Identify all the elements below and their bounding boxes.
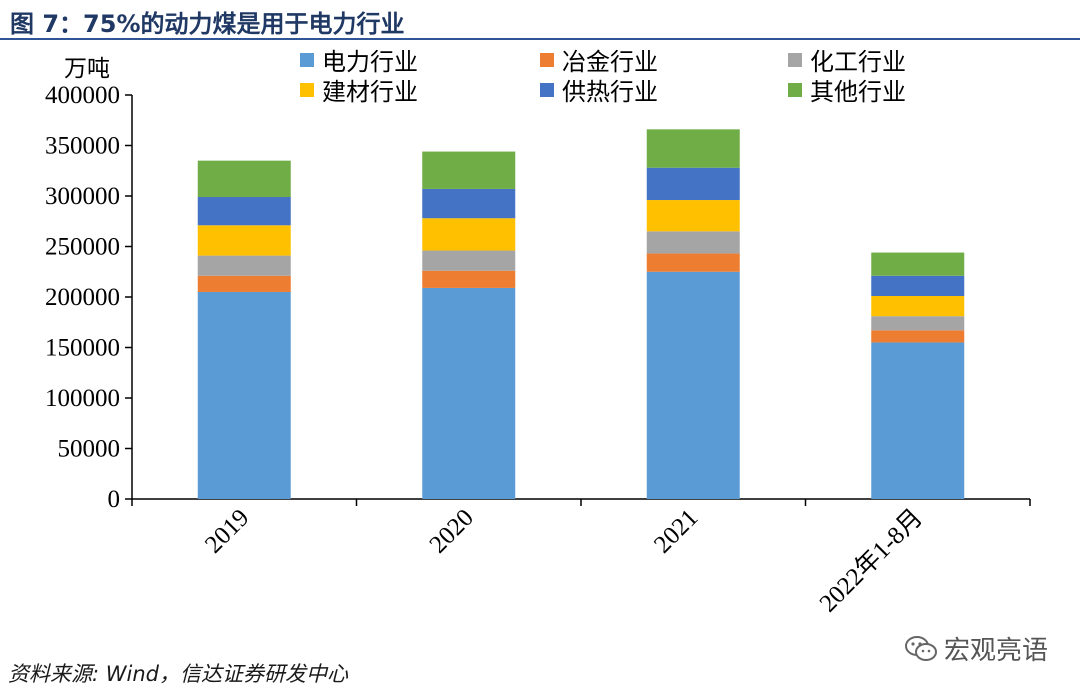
bar-segment bbox=[871, 295, 965, 317]
bar-segment bbox=[871, 330, 965, 343]
bars-layer bbox=[197, 129, 965, 499]
bar-segment bbox=[646, 231, 740, 254]
x-tick-label: 2021 bbox=[649, 504, 703, 558]
bar-segment bbox=[871, 316, 965, 331]
legend-label: 建材行业 bbox=[322, 78, 418, 106]
y-tick-label: 400000 bbox=[45, 82, 120, 109]
watermark: 宏观亮语 bbox=[904, 630, 1048, 667]
x-tick-label: 2020 bbox=[425, 504, 479, 558]
bar-segment bbox=[646, 129, 740, 168]
y-tick-label: 200000 bbox=[45, 284, 120, 311]
bar-segment bbox=[646, 167, 740, 201]
y-tick-label: 150000 bbox=[45, 335, 120, 362]
legend-swatch bbox=[540, 83, 554, 97]
bar-segment bbox=[197, 255, 291, 276]
bar-segment bbox=[871, 252, 965, 276]
legend-label: 化工行业 bbox=[810, 48, 906, 76]
bar-segment bbox=[197, 225, 291, 256]
bar-segment bbox=[197, 160, 291, 198]
bar-segment bbox=[422, 287, 516, 499]
watermark-text: 宏观亮语 bbox=[944, 636, 1049, 666]
bar-segment bbox=[646, 271, 740, 499]
wechat-icon bbox=[905, 635, 937, 661]
bar-segment bbox=[646, 253, 740, 272]
bar-segment bbox=[422, 218, 516, 251]
bar-segment bbox=[646, 200, 740, 232]
bar-segment bbox=[422, 188, 516, 219]
y-tick-label: 350000 bbox=[45, 133, 120, 160]
y-unit-label: 万吨 bbox=[64, 56, 110, 82]
y-tick-label: 300000 bbox=[45, 183, 120, 210]
legend-label: 供热行业 bbox=[562, 78, 658, 106]
legend-label: 电力行业 bbox=[322, 48, 418, 76]
legend-swatch bbox=[300, 53, 314, 67]
y-tick-label: 50000 bbox=[58, 436, 121, 463]
y-tick-label: 100000 bbox=[45, 385, 120, 412]
bar-segment bbox=[422, 151, 516, 189]
source-note: 资料来源: Wind，信达证券研发中心 bbox=[8, 662, 348, 686]
legend-swatch bbox=[540, 53, 554, 67]
bar-segment bbox=[422, 270, 516, 288]
bar-segment bbox=[871, 342, 965, 499]
figure-title: 图 7：75%的动力煤是用于电力行业 bbox=[10, 10, 405, 38]
legend-swatch bbox=[788, 83, 802, 97]
bar-segment bbox=[871, 275, 965, 296]
x-tick-label: 2022年1-8月 bbox=[814, 503, 928, 617]
legend-swatch bbox=[788, 53, 802, 67]
bar-segment bbox=[197, 275, 291, 292]
legend-label: 其他行业 bbox=[810, 78, 906, 106]
x-tick-label: 2019 bbox=[200, 504, 254, 558]
bar-segment bbox=[197, 291, 291, 499]
title-divider bbox=[0, 38, 1080, 40]
legend-swatch bbox=[300, 83, 314, 97]
bar-segment bbox=[422, 250, 516, 271]
y-tick-label: 0 bbox=[108, 486, 121, 513]
y-tick-label: 250000 bbox=[45, 234, 120, 261]
legend-label: 冶金行业 bbox=[562, 48, 658, 76]
bar-segment bbox=[197, 197, 291, 226]
